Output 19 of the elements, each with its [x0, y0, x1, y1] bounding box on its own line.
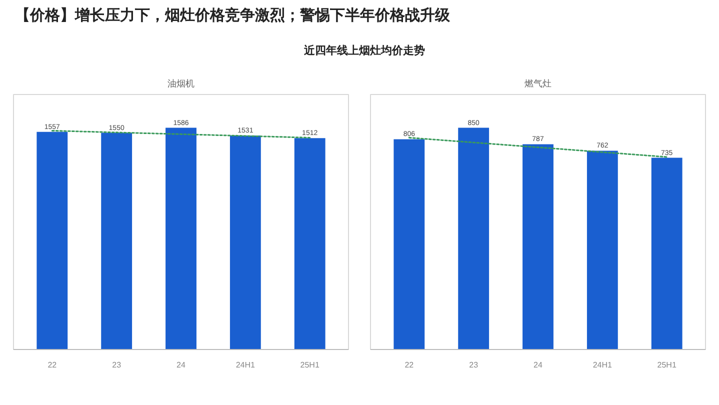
x-tick-label: 22 [48, 360, 58, 370]
text: 【价格】增长压力下，烟灶价格竞争激烈；警惕下半年价格战升级 [15, 5, 450, 26]
x-tick-label: 23 [469, 360, 479, 370]
bar [394, 139, 425, 350]
text: 近四年线上烟灶均价走势 [304, 43, 425, 59]
x-tick-label: 25H1 [300, 360, 320, 370]
x-tick-label: 22 [404, 360, 414, 370]
bar [651, 158, 682, 350]
x-tick-label: 25H1 [657, 360, 677, 370]
x-tick-label: 24 [176, 360, 186, 370]
x-tick-label: 24H1 [236, 360, 256, 370]
bar [458, 128, 490, 350]
bar [586, 150, 618, 350]
x-tick-label: 24H1 [592, 360, 613, 370]
x-tick-label: 23 [112, 360, 122, 370]
bar [522, 144, 554, 350]
x-tick-label: 24 [534, 360, 543, 370]
chart-title: 燃气灶 [524, 78, 552, 90]
chart-title: 油烟机 [168, 78, 194, 90]
